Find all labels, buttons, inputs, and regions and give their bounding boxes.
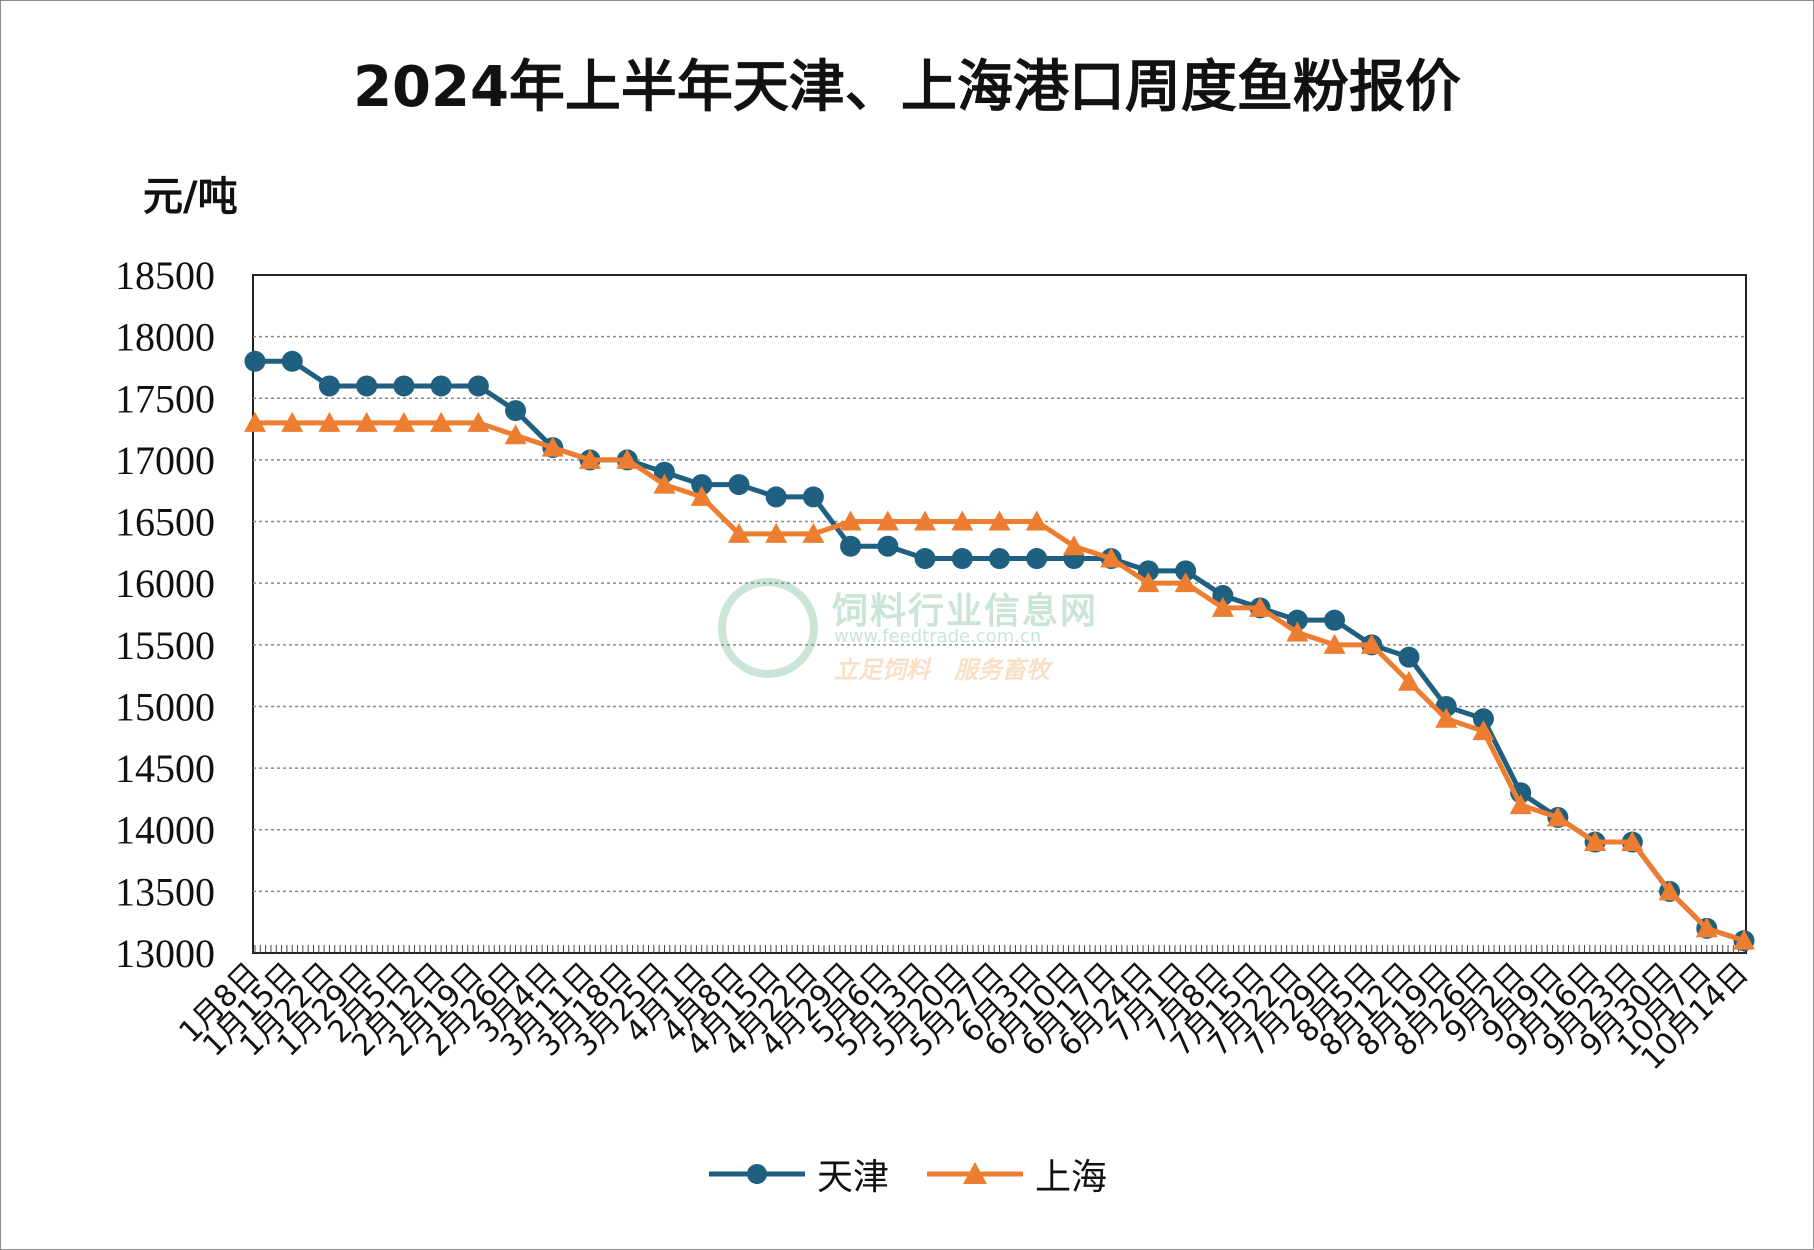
- data-point-shanghai: [1025, 510, 1048, 531]
- data-point-shanghai: [1472, 720, 1495, 741]
- y-tick-label: 16500: [115, 500, 215, 545]
- data-point-tianjin: [1472, 708, 1494, 730]
- data-point-shanghai: [876, 510, 899, 531]
- data-point-shanghai: [765, 522, 788, 543]
- data-point-shanghai: [281, 411, 304, 432]
- data-point-tianjin: [318, 375, 340, 397]
- data-point-shanghai: [244, 411, 266, 432]
- data-point-shanghai: [1397, 670, 1420, 691]
- legend-item-shanghai: 上海: [925, 1148, 1107, 1200]
- data-point-tianjin: [1324, 609, 1346, 631]
- watermark-slogan: 立足饲料 服务畜牧: [834, 656, 1050, 684]
- watermark-logo-icon: [718, 578, 818, 678]
- y-tick-label: 15500: [115, 623, 215, 668]
- y-tick-label: 17500: [115, 376, 215, 421]
- data-point-tianjin: [840, 535, 862, 557]
- watermark-name: 饲料行业信息网: [832, 591, 1099, 632]
- y-tick-label: 14000: [115, 808, 215, 853]
- data-point-shanghai: [727, 522, 750, 543]
- data-point-shanghai: [653, 473, 676, 494]
- data-point-shanghai: [1695, 917, 1718, 938]
- series-line-tianjin: [255, 358, 1745, 944]
- data-point-tianjin: [951, 548, 973, 570]
- y-tick-label: 18500: [115, 253, 215, 298]
- data-point-shanghai: [1286, 621, 1309, 642]
- legend-label-shanghai: 上海: [1035, 1157, 1108, 1198]
- y-axis-unit: 元/吨: [143, 174, 238, 220]
- data-point-shanghai: [616, 448, 639, 469]
- data-point-shanghai: [1174, 572, 1197, 593]
- data-point-shanghai: [1360, 633, 1383, 654]
- data-point-tianjin: [505, 400, 527, 422]
- y-tick-label: 13000: [115, 931, 215, 976]
- data-point-tianjin: [914, 548, 936, 570]
- data-point-shanghai: [1137, 572, 1160, 593]
- data-point-shanghai: [951, 510, 974, 531]
- data-point-tianjin: [802, 486, 824, 508]
- data-point-tianjin: [1026, 548, 1048, 570]
- y-tick-label: 14500: [115, 746, 215, 791]
- y-tick-label: 15000: [115, 684, 215, 729]
- data-point-shanghai: [1509, 794, 1532, 815]
- y-tick-label: 16000: [115, 561, 215, 606]
- legend-label-tianjin: 天津: [816, 1157, 889, 1198]
- data-point-shanghai: [690, 485, 713, 506]
- data-point-shanghai: [1435, 707, 1458, 728]
- data-point-shanghai: [318, 411, 341, 432]
- data-point-shanghai: [1323, 633, 1346, 654]
- y-tick-label: 13500: [115, 869, 215, 914]
- data-point-tianjin: [393, 375, 415, 397]
- data-point-shanghai: [914, 510, 937, 531]
- data-point-tianjin: [728, 474, 750, 496]
- data-point-shanghai: [839, 510, 862, 531]
- data-point-shanghai: [802, 522, 825, 543]
- data-point-shanghai: [1062, 535, 1085, 556]
- data-point-tianjin: [1286, 609, 1308, 631]
- data-point-shanghai: [1211, 596, 1234, 617]
- data-point-shanghai: [1584, 831, 1607, 852]
- data-point-shanghai: [1546, 806, 1569, 827]
- data-point-shanghai: [1249, 596, 1272, 617]
- data-point-shanghai: [467, 411, 490, 432]
- legend-marker-triangle-icon: [927, 1162, 1023, 1184]
- data-point-tianjin: [1398, 646, 1420, 668]
- legend-marker-circle-icon: [708, 1164, 805, 1184]
- data-point-shanghai: [504, 424, 527, 445]
- data-point-tianjin: [244, 350, 266, 372]
- data-point-shanghai: [988, 510, 1011, 531]
- data-point-shanghai: [1100, 547, 1123, 568]
- data-point-shanghai: [1658, 880, 1681, 901]
- legend-item-tianjin: 天津: [707, 1148, 889, 1200]
- data-point-shanghai: [541, 436, 564, 457]
- series-line-shanghai: [255, 420, 1745, 944]
- data-point-tianjin: [281, 350, 303, 372]
- data-point-tianjin: [691, 474, 713, 496]
- legend: 天津 上海: [0, 1148, 1814, 1200]
- watermark-url: www.feedtrade.com.cn: [834, 626, 1042, 647]
- data-point-tianjin: [467, 375, 489, 397]
- data-point-tianjin: [765, 486, 787, 508]
- data-point-tianjin: [356, 375, 378, 397]
- data-point-shanghai: [579, 448, 602, 469]
- data-point-shanghai: [1733, 929, 1755, 950]
- data-point-shanghai: [392, 411, 415, 432]
- watermark: 饲料行业信息网 www.feedtrade.com.cn 立足饲料 服务畜牧: [712, 576, 1112, 686]
- y-tick-label: 18000: [115, 315, 215, 360]
- data-point-shanghai: [355, 411, 378, 432]
- chart-title: 2024年上半年天津、上海港口周度鱼粉报价: [353, 55, 1461, 120]
- y-tick-label: 17000: [115, 438, 215, 483]
- data-point-tianjin: [430, 375, 452, 397]
- data-point-tianjin: [1137, 560, 1159, 582]
- data-point-tianjin: [1212, 585, 1234, 607]
- data-point-tianjin: [1175, 560, 1197, 582]
- data-point-tianjin: [989, 548, 1010, 570]
- data-point-tianjin: [877, 535, 899, 557]
- data-point-shanghai: [1621, 831, 1644, 852]
- data-point-shanghai: [430, 411, 453, 432]
- data-point-tianjin: [653, 461, 675, 483]
